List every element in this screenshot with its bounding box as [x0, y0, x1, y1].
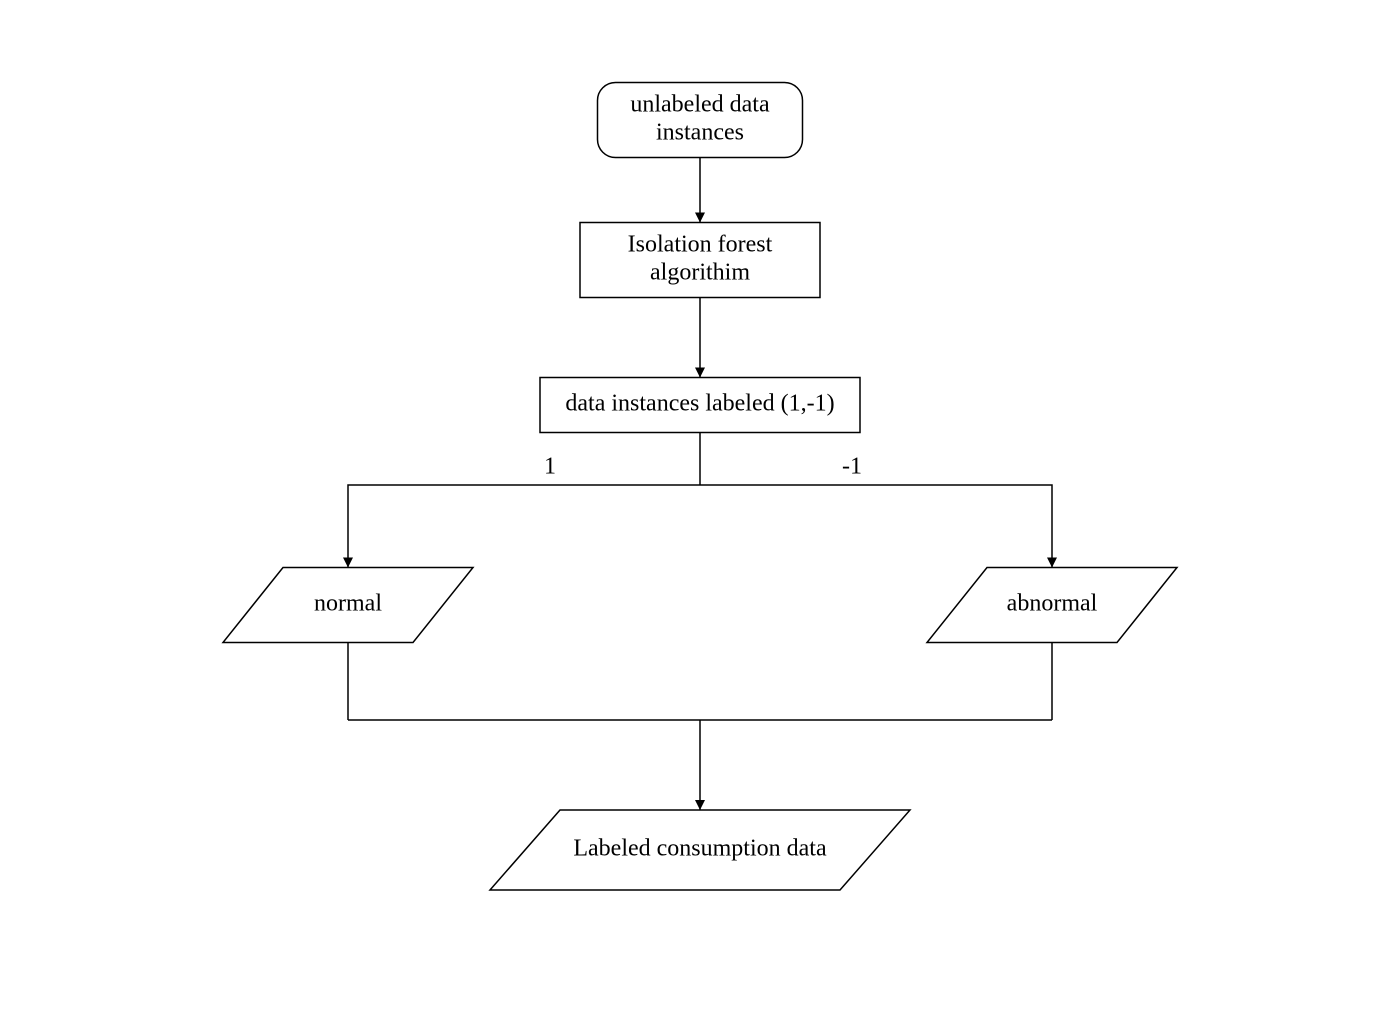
edge-n3-n4 [348, 485, 700, 568]
node-n3-label: data instances labeled (1,-1) [565, 391, 834, 417]
node-n1-label: instances [656, 119, 744, 145]
edge-n3-n5 [700, 485, 1052, 568]
node-n1-label: unlabeled data [630, 92, 770, 118]
node-n2: Isolation forestalgorithim [580, 223, 820, 298]
node-n4-label: normal [314, 591, 382, 617]
node-n2-label: Isolation forest [628, 232, 773, 258]
node-n4: normal [223, 568, 473, 643]
edge-label-3: -1 [842, 454, 862, 480]
node-n6: Labeled consumption data [490, 810, 910, 890]
node-n5-label: abnormal [1007, 591, 1098, 617]
node-n1: unlabeled datainstances [598, 83, 803, 158]
node-n2-label: algorithim [650, 259, 750, 285]
edge-label-2: 1 [544, 454, 556, 480]
node-n6-label: Labeled consumption data [573, 836, 827, 862]
node-n3: data instances labeled (1,-1) [540, 378, 860, 433]
node-n5: abnormal [927, 568, 1177, 643]
flowchart-canvas: unlabeled datainstancesIsolation foresta… [0, 0, 1396, 1024]
